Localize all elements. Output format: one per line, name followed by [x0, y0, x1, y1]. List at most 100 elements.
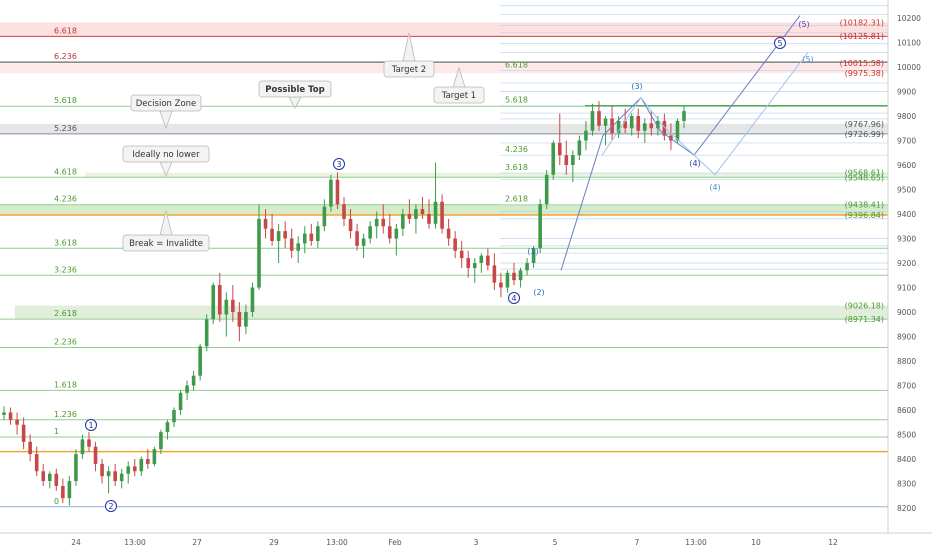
- candle-body: [407, 214, 412, 219]
- candle-body: [165, 422, 170, 433]
- callout-box: [130, 94, 202, 112]
- candle-body: [472, 263, 477, 268]
- candle-body: [414, 209, 418, 219]
- wave-label: (5): [802, 55, 813, 64]
- price-axis-background: [888, 0, 932, 550]
- callout-text: Target 1: [441, 91, 476, 101]
- price-axis-tick-label: 8900: [897, 333, 916, 342]
- candle-body: [283, 231, 287, 239]
- resistance-zone-upper: [0, 22, 888, 37]
- time-axis-tick-label: 3: [474, 538, 479, 547]
- fib-secondary-label: 4.236: [505, 145, 528, 154]
- candle-body: [427, 214, 431, 224]
- price-tag-label: (10015.58): [840, 59, 884, 68]
- candle-body: [348, 218, 353, 232]
- candle-body: [152, 449, 157, 464]
- candle-body: [597, 111, 601, 126]
- candle-body: [270, 228, 274, 241]
- candle-body: [231, 299, 235, 312]
- candle-body: [113, 471, 117, 482]
- candle-body: [531, 248, 536, 263]
- callout-box: [383, 60, 435, 78]
- candle-body: [302, 233, 307, 244]
- candle-body: [139, 459, 144, 472]
- candle-body: [538, 204, 542, 249]
- price-axis-tick-label: 9300: [897, 235, 916, 244]
- waves-layer: 1 2 3 4 5 (1) (2) (3) (4) (5) (4) (5): [85, 15, 814, 512]
- candle-body: [15, 419, 19, 425]
- time-axis-tick-label: 27: [192, 538, 202, 547]
- candle-body: [551, 142, 556, 175]
- candle-body: [518, 270, 523, 281]
- support-zone-lower: [15, 305, 888, 320]
- candle-body: [28, 441, 32, 455]
- candle-body: [47, 473, 52, 482]
- candle-body: [289, 238, 294, 251]
- price-tag-label: (9568.61): [845, 169, 884, 178]
- fib-level-label: 3.236: [54, 265, 77, 274]
- candle-body: [453, 238, 457, 251]
- candle-body: [322, 206, 327, 227]
- callout-text: Break = Invalidte: [129, 239, 203, 249]
- candle-body: [636, 116, 641, 131]
- time-axis-tick-label: 13:00: [124, 538, 146, 547]
- price-axis-tick-label: 10200: [897, 14, 921, 23]
- candle-body: [316, 226, 320, 241]
- wave-label: (3): [631, 82, 642, 91]
- fib-level-label: 1: [54, 427, 59, 436]
- wave-path-primary: [560, 15, 801, 271]
- price-axis-tick-label: 8300: [897, 480, 916, 489]
- candle-body: [479, 255, 484, 263]
- candle-body: [309, 233, 314, 241]
- candle-body: [629, 116, 634, 129]
- price-tag-label: (9396.84): [845, 211, 884, 220]
- fib-secondary-label: 5.618: [505, 96, 528, 105]
- wave-label: 4: [511, 294, 516, 303]
- fib-secondary-label: 2.618: [505, 195, 528, 204]
- callout-text: Ideally no lower: [132, 150, 200, 160]
- candle-body: [420, 209, 425, 214]
- candle-body: [191, 375, 196, 386]
- candle-body: [381, 218, 386, 227]
- candle-body: [675, 120, 680, 141]
- candle-body: [34, 454, 39, 472]
- fib-secondary-label: 3.618: [505, 163, 528, 172]
- candle-body: [100, 463, 104, 477]
- price-tag-label: (9548.65): [845, 174, 884, 183]
- candle-body: [172, 410, 176, 423]
- candle-body: [224, 299, 229, 315]
- time-axis-tick-label: 12: [828, 538, 838, 547]
- wave-path-alternate: [601, 51, 809, 176]
- candle-body: [466, 258, 471, 268]
- candle-body: [525, 263, 529, 271]
- candle-body: [440, 201, 444, 229]
- candle-body: [616, 120, 621, 134]
- candle-body: [446, 228, 451, 239]
- candle-body: [263, 218, 268, 229]
- callout-text: Target 2: [391, 65, 426, 75]
- fib-level-label: 2.236: [54, 338, 77, 347]
- candle-body: [217, 285, 222, 315]
- wave-label: 3: [336, 160, 341, 169]
- candle-body: [401, 214, 405, 229]
- candle-body: [649, 123, 654, 129]
- candle-body: [335, 179, 340, 205]
- wave-label: 5: [777, 39, 782, 48]
- candle-body: [250, 287, 255, 312]
- fib-level-label: 2.618: [54, 309, 77, 318]
- price-axis-tick-label: 9100: [897, 284, 916, 293]
- price-tag-label: (9767.96): [845, 120, 884, 129]
- price-axis-tick-label: 9500: [897, 186, 916, 195]
- candle-body: [61, 485, 65, 499]
- wave-label-circle: [85, 419, 97, 431]
- candle-body: [21, 424, 26, 442]
- candle-body: [146, 459, 150, 464]
- candle-body: [486, 255, 490, 266]
- time-axis-tick-label: Feb: [388, 538, 402, 547]
- fib-level-label: 0: [54, 497, 59, 506]
- price-tag-label: (8971.34): [845, 315, 884, 324]
- candle-body: [276, 231, 281, 241]
- fib-level-label: 6.236: [54, 52, 77, 61]
- candle-body: [126, 466, 131, 474]
